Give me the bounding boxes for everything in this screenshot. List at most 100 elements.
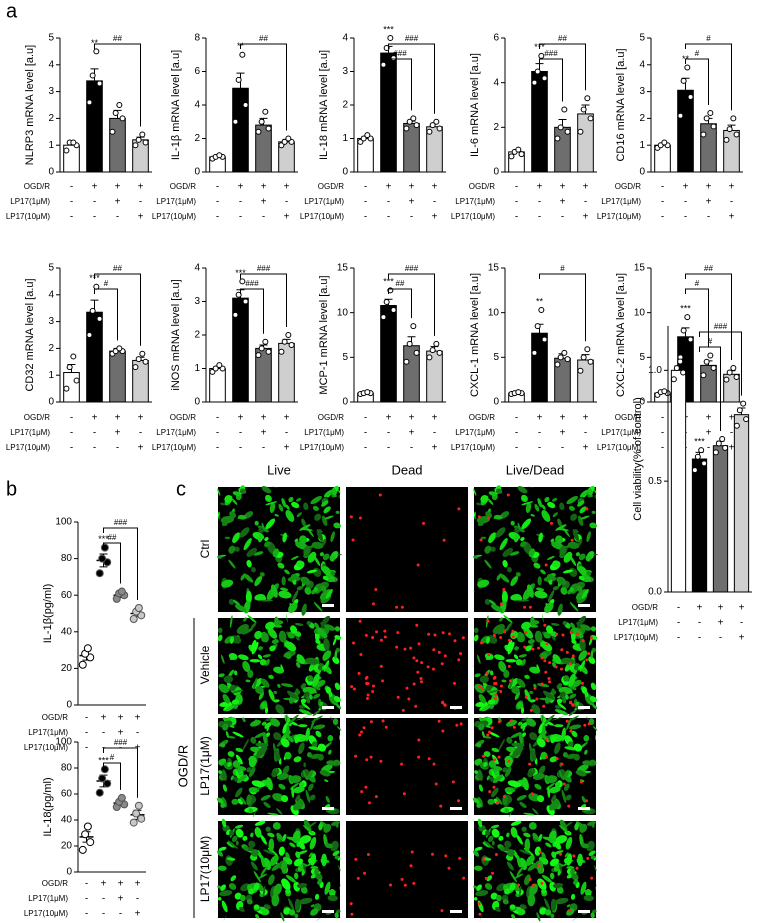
cell — [556, 698, 563, 704]
cell — [268, 674, 274, 680]
condition-sign: - — [93, 443, 96, 454]
cell — [250, 861, 258, 871]
cell — [267, 812, 279, 816]
bracket — [240, 288, 264, 334]
data-point — [680, 77, 687, 84]
condition-label: OGD/R — [42, 879, 68, 888]
condition-sign: - — [262, 443, 265, 454]
condition-sign: - — [661, 212, 664, 223]
dead-cell — [493, 675, 497, 679]
cell — [323, 506, 331, 514]
dead-cell — [486, 619, 490, 623]
cell — [246, 794, 252, 806]
dead-cell — [440, 909, 444, 913]
cell — [275, 704, 285, 715]
bracket — [699, 331, 742, 396]
data-point — [63, 385, 70, 392]
significance: ** — [536, 296, 544, 306]
y-tick-label: 8 — [194, 33, 200, 44]
cell — [253, 904, 260, 910]
data-point — [285, 135, 292, 142]
cell — [521, 518, 532, 530]
condition-sign: + — [138, 443, 144, 454]
cell — [510, 820, 522, 826]
dead-cell — [383, 629, 387, 633]
cell — [296, 883, 308, 889]
dead-cell — [555, 757, 559, 761]
condition-sign: + — [115, 197, 121, 208]
dead-cell — [371, 684, 375, 688]
data-point — [112, 110, 119, 117]
cell — [474, 673, 481, 678]
micrograph — [346, 487, 468, 612]
y-tick-label: 0.0 — [648, 587, 662, 598]
cell — [228, 598, 235, 605]
data-point — [66, 364, 73, 371]
row-label: Ctrl — [198, 540, 212, 559]
data-point — [436, 349, 443, 356]
data-point — [63, 147, 70, 154]
cell — [246, 767, 252, 773]
cell — [567, 541, 580, 549]
cell — [501, 679, 507, 683]
data-point — [730, 365, 737, 372]
cell — [502, 899, 509, 905]
cell — [529, 883, 538, 896]
cell — [322, 650, 332, 661]
cell — [588, 850, 596, 856]
cell — [524, 689, 531, 702]
dead-cell — [492, 633, 496, 637]
condition-label: OGD/R — [318, 413, 344, 422]
cell — [249, 659, 261, 663]
cell — [507, 567, 512, 573]
cell — [571, 914, 583, 922]
cell — [473, 897, 478, 901]
cell — [230, 775, 234, 781]
data-point — [78, 845, 87, 854]
column-label: Dead — [391, 462, 422, 477]
dead-cell — [453, 639, 457, 643]
cell — [235, 747, 244, 753]
cell — [554, 709, 568, 716]
cell — [559, 502, 565, 511]
cell — [306, 769, 314, 781]
data-point — [577, 128, 584, 135]
cell — [324, 881, 331, 895]
cell — [259, 572, 265, 577]
condition-sign: + — [432, 182, 438, 193]
cell — [274, 514, 279, 517]
condition-sign: - — [139, 428, 142, 439]
data-point — [135, 136, 142, 143]
data-point — [406, 340, 413, 347]
cell — [262, 732, 268, 746]
dead-cell — [410, 850, 414, 854]
cell — [231, 699, 240, 705]
cell — [476, 743, 482, 748]
dead-cell — [562, 782, 566, 786]
condition-sign: - — [364, 182, 367, 193]
cell — [250, 832, 254, 838]
cell — [471, 663, 477, 668]
panel-label: a — [6, 0, 18, 22]
scale-bar — [578, 706, 590, 709]
cell — [252, 811, 256, 818]
cell — [220, 802, 226, 808]
data-point — [541, 336, 548, 343]
cell — [228, 545, 236, 554]
data-point — [95, 569, 104, 578]
cell — [334, 912, 339, 919]
cell — [556, 528, 569, 531]
dead-cell — [570, 538, 574, 542]
dead-cell — [538, 850, 542, 854]
dead-cell — [488, 790, 492, 794]
condition-label: LP17(1μM) — [455, 428, 495, 437]
cell — [484, 545, 492, 554]
cell — [338, 489, 341, 494]
condition-sign: - — [70, 428, 73, 439]
cell — [546, 625, 554, 634]
dead-cell — [367, 801, 371, 805]
cell — [240, 796, 247, 805]
cell — [478, 694, 487, 704]
dead-cell — [409, 864, 413, 868]
cell — [518, 885, 522, 897]
